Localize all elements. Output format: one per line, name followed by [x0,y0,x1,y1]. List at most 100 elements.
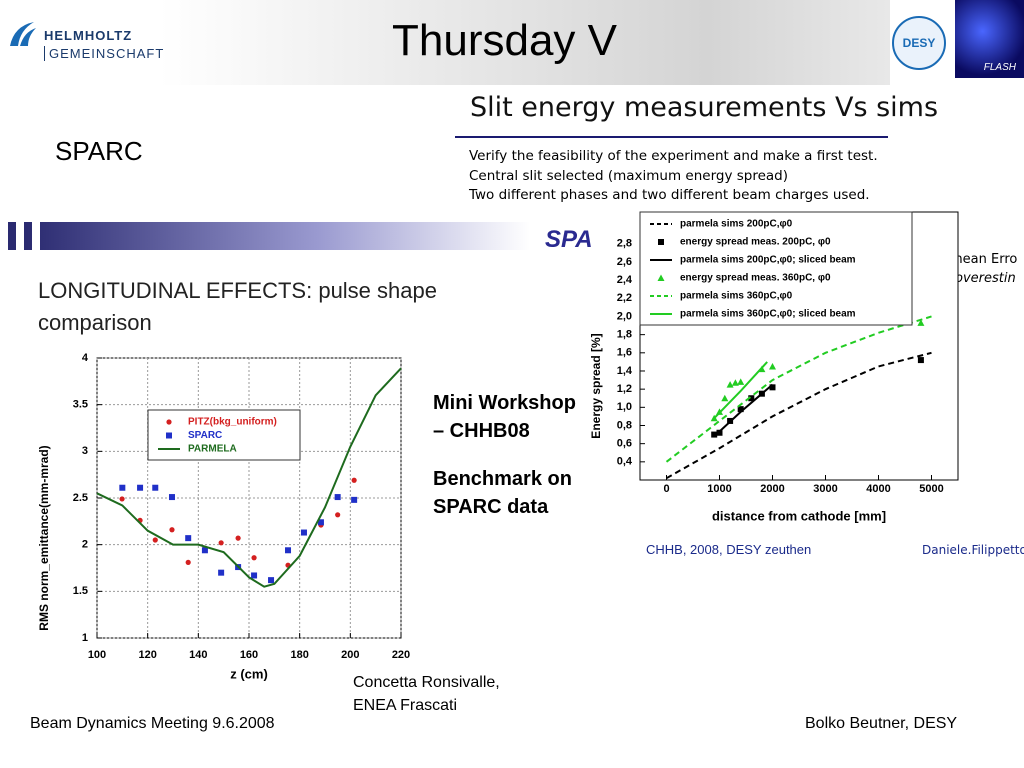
y-tick-label: 1 [82,632,88,644]
legend-swatch [658,239,664,245]
data-point [251,555,257,561]
workshop-text: Mini Workshop – CHHB08 [433,389,576,445]
banner-squares [0,222,40,250]
text-line: Central slit selected (maximum energy sp… [469,167,789,184]
x-tick-label: 120 [138,649,156,661]
legend-label: energy spread meas. 200pC, φ0 [680,237,831,248]
legend-label: parmela sims 200pC,φ0 [680,219,793,230]
legend-swatch [657,274,665,281]
helmholtz-icon [10,22,36,46]
text-line: Mini Workshop [433,392,576,414]
y-tick-label: 4 [82,352,89,364]
x-tick-label: 0 [663,483,669,495]
sparc-label: SPARC [55,136,143,166]
text-line: ENEA Frascati [353,697,458,714]
x-axis-label: distance from cathode [mm] [712,508,886,523]
y-tick-label: 1,0 [617,401,632,413]
logo-text: HELMHOLTZ [44,28,133,43]
data-point [335,512,341,518]
y-tick-label: 3 [82,445,88,457]
series-line [713,383,774,438]
legend-label: energy spread meas. 360pC, φ0 [680,273,831,284]
benchmark-text: Benchmark on SPARC data [433,465,572,521]
author: Daniele.Filippetto [922,543,1024,557]
y-tick-label: 1.5 [73,585,88,597]
footer-left: Beam Dynamics Meeting 9.6.2008 [30,715,275,732]
data-point [251,572,258,579]
legend-box [147,409,301,461]
footer-right: Bolko Beutner, DESY [805,715,958,732]
section-heading: LONGITUDINAL EFFECTS: pulse shape compar… [38,278,437,335]
data-point [119,484,126,491]
note: mean Erro [950,252,1018,267]
y-axis-label: RMS norm_emittance(mm-mrad) [37,445,51,630]
y-tick-label: 0,4 [617,456,633,468]
y-tick-label: 2,0 [617,310,632,322]
logo-text: GEMEINSCHAFT [44,46,164,61]
y-tick-label: 2,4 [617,274,633,286]
data-point [137,484,144,491]
note: overestin [955,271,1016,286]
text-line: Two different phases and two different b… [469,187,870,203]
data-point [721,394,729,402]
y-tick-label: 1,6 [617,347,632,359]
header-band [160,0,890,85]
emittance-chart: 1 1.5 2 2.5 3 3.5 4 100 120 140 160 180 200 220 z (cm)… [37,352,410,682]
y-tick-label: 1,2 [617,383,632,395]
y-tick-label: 3.5 [73,399,88,411]
legend-swatch [166,432,172,439]
data-point [185,535,192,542]
data-point [218,569,225,576]
bullet-text: Verify the feasibility of the experiment… [469,147,878,206]
data-point [769,384,776,391]
text-line: – CHHB08 [433,420,530,442]
x-tick-label: 4000 [866,483,890,495]
data-point [152,484,159,491]
slide-title: Thursday V [392,16,617,65]
data-point [317,519,324,526]
text-line: SPARC data [433,496,549,518]
data-point [185,559,191,565]
x-tick-label: 160 [240,649,258,661]
data-point [737,406,744,413]
data-point [285,547,292,554]
data-point [235,535,241,541]
y-tick-label: 2,6 [617,256,632,268]
series-line [666,351,932,480]
data-point [268,577,275,584]
data-point [300,529,307,536]
y-tick-label: 1,4 [617,365,633,377]
x-tick-label: 140 [189,649,207,661]
credit: Concetta Ronsivalle, ENEA Frascati [353,671,500,717]
data-point [917,319,925,326]
data-point [351,496,358,503]
data-point [201,547,208,554]
right-heading: Slit energy measurements Vs sims [470,92,939,123]
legend-box [639,211,913,326]
energy-spread-chart: 0,4 0,6 0,8 1,0 1,2 1,4 1,6 1,8 2,0 2,2 2,4 2,6 2,8 0… [589,211,959,523]
y-tick-label: 0,6 [617,438,632,450]
data-point [334,494,341,501]
x-tick-label: 200 [341,649,359,661]
data-point [731,379,739,386]
series-line [713,361,768,419]
x-axis-label: z (cm) [230,666,268,681]
series-line [96,367,402,588]
desy-logo: DESY [892,16,946,70]
data-point [119,496,125,502]
data-point [218,540,224,546]
legend-label: parmela sims 360pC,φ0; sliced beam [680,309,856,320]
data-point [152,537,158,543]
data-point [769,362,776,370]
y-tick-label: 2,2 [617,292,632,304]
y-axis-label: Energy spread [%] [589,333,603,438]
y-tick-label: 1,8 [617,329,632,341]
data-point [711,431,718,438]
x-tick-label: 2000 [760,483,784,495]
legend-label: PARMELA [188,444,237,455]
text-line: Concetta Ronsivalle, [353,674,500,691]
data-point [726,381,734,388]
series-line [665,315,932,463]
text-line: Verify the feasibility of the experiment… [469,148,878,164]
